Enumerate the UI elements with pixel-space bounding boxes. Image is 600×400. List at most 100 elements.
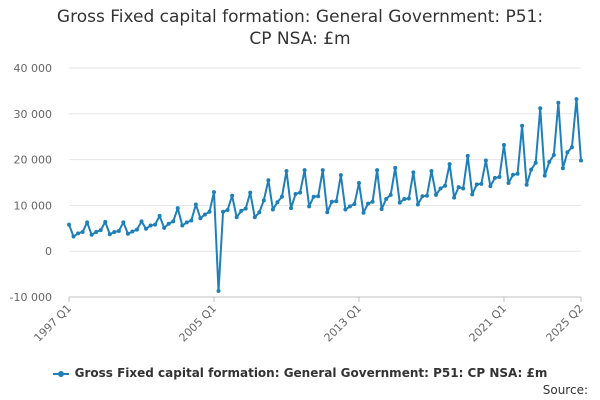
data-point[interactable] (67, 222, 71, 227)
data-point[interactable] (415, 202, 420, 207)
data-point[interactable] (162, 225, 167, 230)
data-point[interactable] (511, 172, 516, 177)
data-point[interactable] (366, 201, 371, 206)
data-point[interactable] (384, 196, 389, 201)
data-point[interactable] (370, 199, 375, 204)
data-point[interactable] (529, 167, 534, 172)
data-point[interactable] (302, 168, 307, 173)
data-point[interactable] (402, 196, 407, 201)
data-point[interactable] (144, 226, 149, 231)
data-point[interactable] (134, 227, 139, 232)
data-point[interactable] (216, 289, 221, 294)
data-point[interactable] (483, 158, 488, 163)
data-point[interactable] (307, 204, 312, 209)
data-point[interactable] (352, 202, 357, 207)
data-point[interactable] (279, 194, 284, 199)
data-point[interactable] (447, 162, 452, 167)
data-point[interactable] (420, 194, 425, 199)
data-point[interactable] (202, 212, 207, 217)
data-point[interactable] (347, 204, 352, 209)
legend[interactable]: Gross Fixed capital formation: General G… (0, 366, 600, 380)
data-point[interactable] (316, 194, 321, 199)
data-point[interactable] (533, 160, 538, 165)
data-point[interactable] (193, 202, 198, 207)
data-point[interactable] (343, 207, 348, 212)
data-point[interactable] (474, 182, 479, 187)
data-point[interactable] (356, 180, 361, 185)
data-point[interactable] (429, 169, 434, 174)
data-point[interactable] (94, 229, 99, 234)
data-point[interactable] (434, 192, 439, 197)
data-point[interactable] (261, 198, 266, 203)
data-point[interactable] (375, 168, 380, 173)
data-point[interactable] (479, 181, 484, 186)
data-point[interactable] (171, 219, 176, 224)
data-point[interactable] (393, 165, 398, 170)
data-point[interactable] (320, 168, 325, 173)
data-point[interactable] (107, 232, 112, 237)
data-point[interactable] (103, 219, 108, 224)
data-point[interactable] (289, 206, 294, 211)
data-point[interactable] (379, 207, 384, 212)
data-point[interactable] (252, 215, 257, 220)
data-point[interactable] (130, 229, 135, 234)
data-point[interactable] (492, 175, 497, 180)
data-point[interactable] (243, 206, 248, 211)
data-point[interactable] (560, 166, 565, 171)
data-point[interactable] (520, 123, 525, 128)
data-point[interactable] (338, 173, 343, 178)
data-point[interactable] (139, 219, 144, 224)
data-point[interactable] (506, 180, 511, 185)
data-point[interactable] (515, 171, 520, 176)
data-point[interactable] (198, 216, 203, 221)
data-point[interactable] (465, 153, 470, 158)
data-point[interactable] (221, 209, 226, 214)
data-point[interactable] (452, 195, 457, 200)
data-point[interactable] (574, 97, 579, 102)
data-point[interactable] (334, 199, 339, 204)
data-point[interactable] (501, 142, 506, 147)
data-point[interactable] (257, 210, 262, 215)
data-point[interactable] (325, 210, 330, 215)
data-point[interactable] (85, 220, 90, 225)
data-point[interactable] (239, 208, 244, 213)
data-point[interactable] (225, 207, 230, 212)
data-point[interactable] (497, 175, 502, 180)
data-point[interactable] (207, 209, 212, 214)
data-point[interactable] (175, 206, 180, 211)
data-point[interactable] (461, 186, 466, 191)
data-point[interactable] (157, 213, 162, 218)
data-point[interactable] (388, 192, 393, 197)
data-point[interactable] (456, 185, 461, 190)
data-point[interactable] (293, 191, 298, 196)
data-point[interactable] (116, 229, 121, 234)
data-point[interactable] (542, 173, 547, 178)
data-point[interactable] (406, 196, 411, 201)
data-point[interactable] (397, 200, 402, 205)
data-point[interactable] (180, 223, 185, 228)
data-point[interactable] (524, 182, 529, 187)
data-point[interactable] (488, 184, 493, 189)
data-point[interactable] (189, 218, 194, 223)
data-point[interactable] (211, 190, 216, 195)
data-point[interactable] (148, 223, 153, 228)
data-point[interactable] (424, 193, 429, 198)
data-point[interactable] (270, 207, 275, 212)
data-point[interactable] (361, 210, 366, 215)
data-point[interactable] (76, 231, 81, 236)
data-point[interactable] (443, 183, 448, 188)
data-point[interactable] (71, 234, 76, 239)
data-point[interactable] (438, 186, 443, 191)
data-point[interactable] (153, 222, 158, 227)
data-point[interactable] (248, 190, 253, 195)
data-point[interactable] (311, 194, 316, 199)
data-point[interactable] (284, 169, 289, 174)
data-point[interactable] (89, 232, 94, 237)
data-point[interactable] (266, 178, 271, 183)
data-point[interactable] (121, 220, 126, 225)
data-point[interactable] (98, 228, 103, 233)
data-point[interactable] (538, 106, 543, 111)
data-point[interactable] (184, 220, 189, 225)
data-point[interactable] (80, 229, 85, 234)
data-point[interactable] (569, 145, 574, 150)
